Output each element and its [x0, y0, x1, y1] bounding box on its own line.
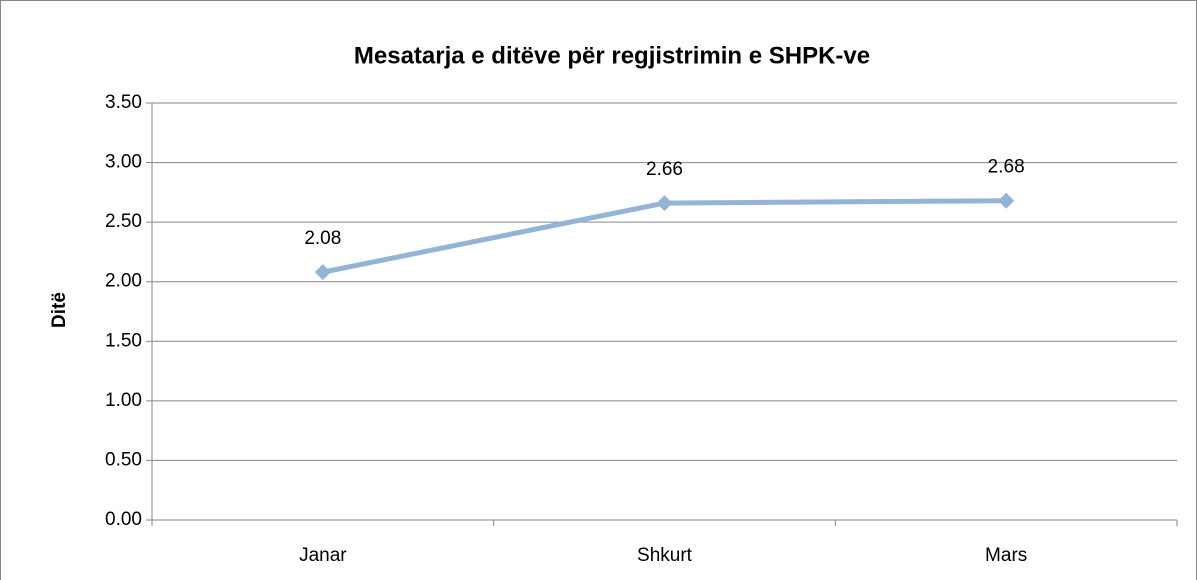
- y-tick-label: 0.00: [105, 509, 142, 530]
- y-tick-label: 3.00: [105, 152, 142, 173]
- y-tick-label: 3.50: [105, 92, 142, 113]
- y-tick-label: 0.50: [105, 449, 142, 470]
- chart-title: Mesatarja e ditëve për regjistrimin e SH…: [354, 42, 870, 69]
- x-tick-label: Janar: [299, 545, 347, 566]
- data-label: 2.66: [646, 159, 683, 180]
- y-tick-label: 2.50: [105, 211, 142, 232]
- x-tick-label: Mars: [985, 545, 1027, 566]
- y-tick-label: 1.00: [105, 390, 142, 411]
- y-tick-label: 2.00: [105, 271, 142, 292]
- point-marker: [656, 195, 673, 212]
- y-axis-title: Ditë: [49, 292, 70, 328]
- y-tick-label: 1.50: [105, 330, 142, 351]
- point-marker: [314, 264, 331, 281]
- x-tick-label: Shkurt: [637, 545, 693, 566]
- data-label: 2.68: [988, 157, 1025, 178]
- point-marker: [998, 192, 1015, 209]
- data-label: 2.08: [304, 228, 341, 249]
